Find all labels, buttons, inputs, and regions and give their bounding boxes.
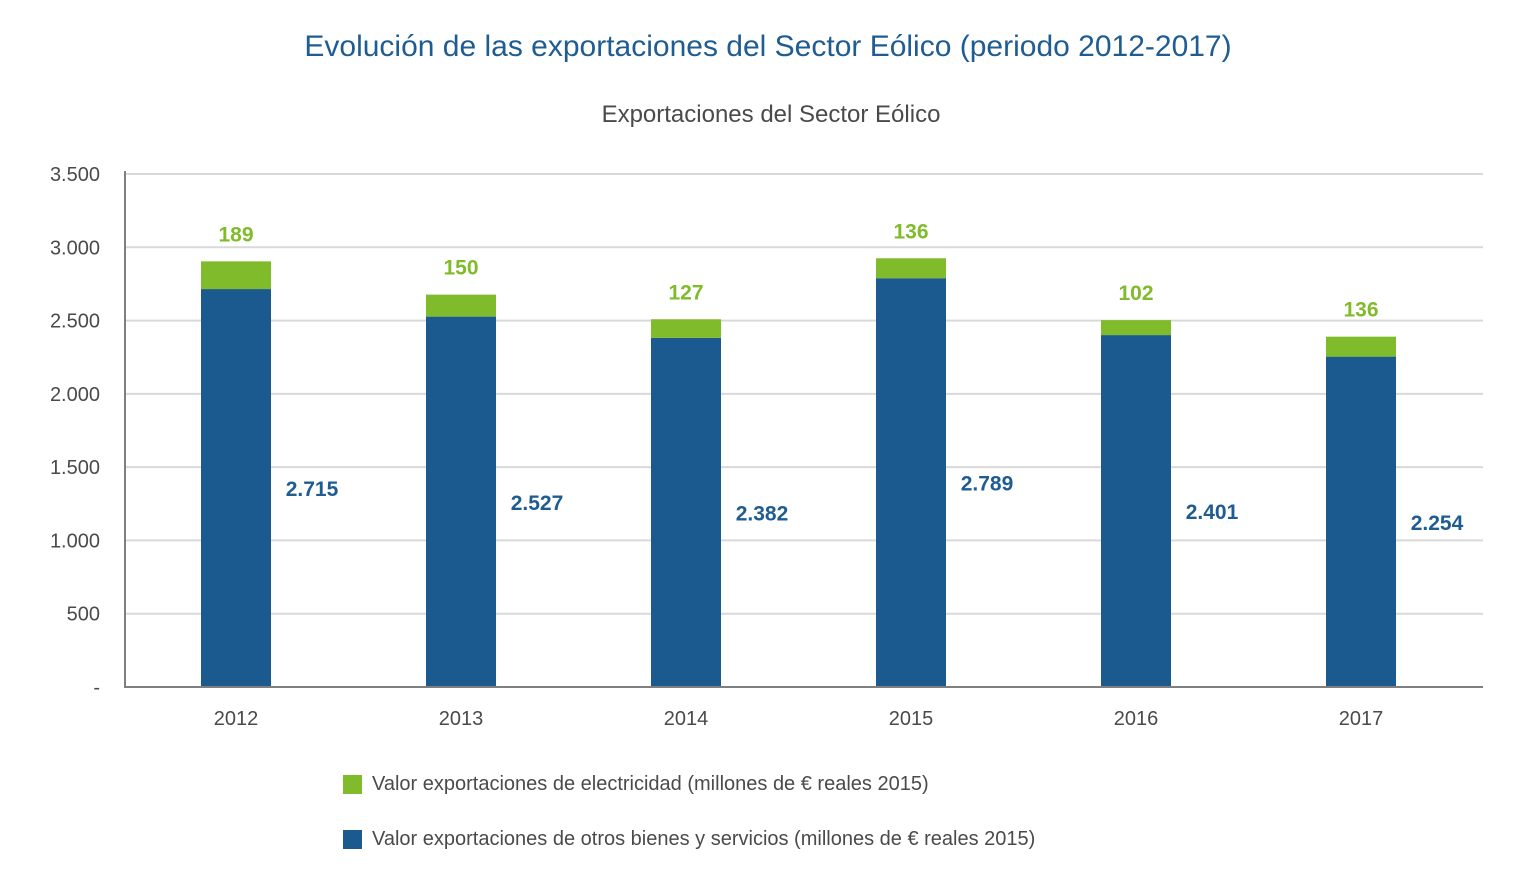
bar-otros-bienes [876, 278, 946, 687]
y-tick-label: 2.000 [50, 384, 100, 406]
data-label-otros-bienes: 2.401 [1186, 501, 1239, 524]
chart-title: Exportaciones del Sector Eólico [601, 101, 941, 128]
x-tick-label: 2013 [439, 708, 484, 730]
bar-electricidad [201, 261, 271, 290]
legend-swatch-electricidad [343, 775, 362, 794]
legend-item-electricidad: Valor exportaciones de electricidad (mil… [343, 773, 929, 796]
x-tick-label: 2012 [214, 708, 259, 730]
legend-label-otros: Valor exportaciones de otros bienes y se… [372, 828, 1036, 850]
data-label-electricidad: 136 [893, 220, 928, 243]
data-label-electricidad: 150 [443, 257, 478, 280]
data-label-otros-bienes: 2.382 [736, 502, 789, 525]
x-tick-label: 2015 [889, 708, 934, 730]
x-tick-label: 2014 [664, 708, 709, 730]
data-label-electricidad: 189 [218, 223, 253, 246]
data-label-otros-bienes: 2.527 [511, 492, 564, 515]
bar-otros-bienes [201, 289, 271, 687]
y-tick-label: - [93, 677, 100, 699]
data-label-electricidad: 102 [1118, 282, 1153, 305]
y-tick-label: 3.000 [50, 237, 100, 259]
data-label-otros-bienes: 2.715 [286, 478, 339, 501]
y-tick-label: 3.500 [50, 164, 100, 186]
data-label-otros-bienes: 2.789 [961, 473, 1014, 496]
legend-label-electricidad: Valor exportaciones de electricidad (mil… [372, 773, 929, 795]
y-tick-label: 1.500 [50, 457, 100, 479]
main-title: Evolución de las exportaciones del Secto… [304, 30, 1232, 63]
bar-electricidad [1101, 320, 1171, 336]
y-tick-label: 500 [67, 604, 100, 626]
bar-electricidad [651, 319, 721, 338]
bar-electricidad [876, 258, 946, 279]
data-label-otros-bienes: 2.254 [1411, 512, 1464, 535]
y-tick-label: 2.500 [50, 311, 100, 333]
bar-otros-bienes [426, 316, 496, 687]
data-label-electricidad: 136 [1343, 299, 1378, 322]
x-tick-label: 2017 [1339, 708, 1384, 730]
y-tick-label: 1.000 [50, 530, 100, 552]
bar-otros-bienes [651, 337, 721, 687]
x-tick-label: 2016 [1114, 708, 1159, 730]
legend-item-otros: Valor exportaciones de otros bienes y se… [343, 828, 1035, 851]
bar-electricidad [426, 294, 496, 317]
legend-swatch-otros [343, 830, 362, 849]
bar-otros-bienes [1101, 335, 1171, 687]
bar-electricidad [1326, 336, 1396, 357]
data-label-electricidad: 127 [668, 281, 703, 304]
bar-otros-bienes [1326, 356, 1396, 687]
